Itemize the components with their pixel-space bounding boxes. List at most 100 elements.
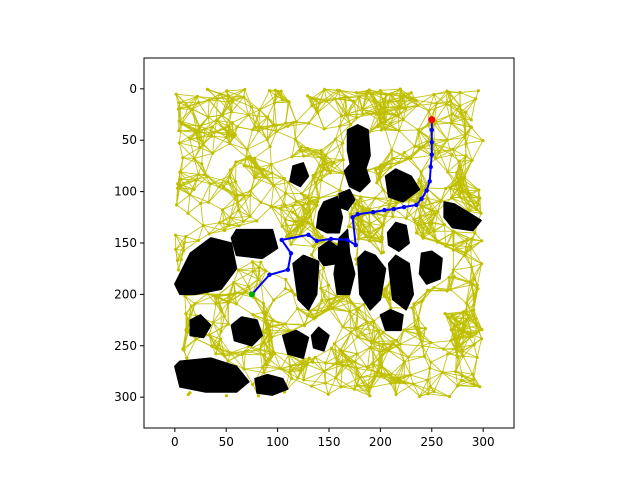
graph-edge bbox=[452, 133, 466, 150]
graph-node bbox=[399, 95, 403, 99]
graph-node bbox=[407, 197, 412, 202]
graph-node bbox=[396, 113, 401, 117]
graph-edge bbox=[435, 158, 449, 173]
graph-edge bbox=[403, 318, 419, 331]
graph-node bbox=[418, 130, 422, 134]
graph-edge bbox=[345, 96, 363, 110]
graph-edge bbox=[312, 165, 321, 176]
graph-edge bbox=[277, 91, 289, 102]
graph-node bbox=[219, 113, 224, 117]
graph-edge bbox=[180, 157, 184, 180]
graph-node bbox=[464, 141, 468, 146]
graph-edge bbox=[229, 143, 248, 150]
graph-edge bbox=[360, 196, 370, 210]
graph-node bbox=[334, 294, 339, 299]
graph-node bbox=[253, 125, 257, 129]
graph-edge bbox=[311, 371, 325, 387]
graph-edge bbox=[368, 225, 383, 233]
graph-edge bbox=[179, 179, 197, 186]
graph-edge bbox=[442, 372, 458, 387]
graph-edge bbox=[451, 122, 471, 128]
graph-edge bbox=[421, 206, 438, 212]
graph-edge bbox=[374, 197, 390, 206]
graph-node bbox=[264, 269, 268, 273]
graph-edge bbox=[245, 348, 260, 352]
graph-edge bbox=[212, 322, 222, 332]
graph-edge bbox=[243, 96, 249, 115]
graph-node bbox=[256, 277, 260, 281]
graph-edge bbox=[188, 303, 196, 320]
graph-node bbox=[233, 180, 238, 184]
graph-edge bbox=[356, 320, 374, 329]
graph-edge bbox=[233, 282, 253, 295]
graph-edge bbox=[360, 196, 376, 199]
graph-node bbox=[186, 318, 191, 322]
graph-edge bbox=[474, 232, 483, 242]
graph-node bbox=[480, 239, 484, 243]
graph-node bbox=[378, 119, 383, 124]
graph-edge bbox=[367, 347, 371, 369]
graph-node bbox=[290, 288, 294, 293]
graph-node bbox=[343, 95, 348, 99]
graph-edge bbox=[430, 386, 450, 397]
graph-edge bbox=[406, 157, 422, 173]
graph-edge bbox=[218, 175, 231, 188]
graph-edge bbox=[312, 178, 320, 199]
graph-node bbox=[394, 338, 399, 343]
graph-node bbox=[223, 354, 227, 358]
graph-node bbox=[472, 383, 476, 387]
path-waypoint bbox=[424, 188, 429, 193]
graph-node bbox=[246, 113, 251, 117]
graph-edge bbox=[273, 351, 291, 367]
graph-node bbox=[391, 215, 395, 219]
graph-node bbox=[295, 306, 300, 311]
graph-node bbox=[182, 348, 186, 352]
graph-edge bbox=[434, 103, 447, 122]
graph-edge bbox=[260, 282, 264, 304]
graph-edge bbox=[270, 164, 285, 179]
graph-node bbox=[323, 161, 328, 165]
graph-node bbox=[215, 96, 219, 101]
graph-edge bbox=[347, 96, 360, 116]
graph-node bbox=[376, 172, 380, 176]
graph-node bbox=[310, 104, 314, 108]
graph-edge bbox=[442, 371, 463, 377]
graph-node bbox=[439, 198, 443, 202]
graph-node bbox=[426, 196, 430, 201]
graph-edge bbox=[369, 204, 390, 210]
graph-edge bbox=[334, 326, 344, 344]
graph-node bbox=[312, 317, 316, 321]
graph-edge bbox=[465, 281, 471, 304]
graph-edge bbox=[366, 321, 384, 333]
graph-node bbox=[356, 237, 360, 241]
graph-node bbox=[382, 105, 386, 109]
graph-edge bbox=[349, 196, 362, 215]
graph-node bbox=[273, 88, 277, 92]
graph-edge bbox=[189, 194, 201, 204]
graph-node bbox=[217, 185, 221, 189]
graph-node bbox=[446, 352, 450, 356]
graph-edge bbox=[414, 325, 421, 335]
graph-edge bbox=[368, 374, 382, 392]
graph-edge bbox=[446, 139, 453, 156]
graph-edge bbox=[334, 98, 346, 116]
graph-edge bbox=[419, 131, 432, 140]
obstacle bbox=[443, 201, 482, 232]
graph-edge bbox=[246, 139, 268, 150]
graph-node bbox=[288, 370, 292, 374]
graph-edge bbox=[371, 93, 377, 113]
graph-edge bbox=[413, 303, 416, 327]
graph-edge bbox=[356, 327, 379, 332]
graph-node bbox=[444, 102, 449, 106]
graph-edge bbox=[447, 350, 463, 355]
graph-edge bbox=[271, 172, 289, 183]
graph-edge bbox=[184, 295, 187, 314]
x-axis: 0 50 100 150 200 250 300 bbox=[171, 428, 495, 449]
graph-edge bbox=[273, 102, 277, 126]
graph-edge bbox=[379, 166, 383, 179]
graph-edge bbox=[447, 171, 456, 186]
graph-node bbox=[214, 118, 219, 123]
graph-node bbox=[207, 232, 211, 236]
graph-edge bbox=[207, 99, 210, 118]
graph-edge bbox=[414, 131, 421, 147]
